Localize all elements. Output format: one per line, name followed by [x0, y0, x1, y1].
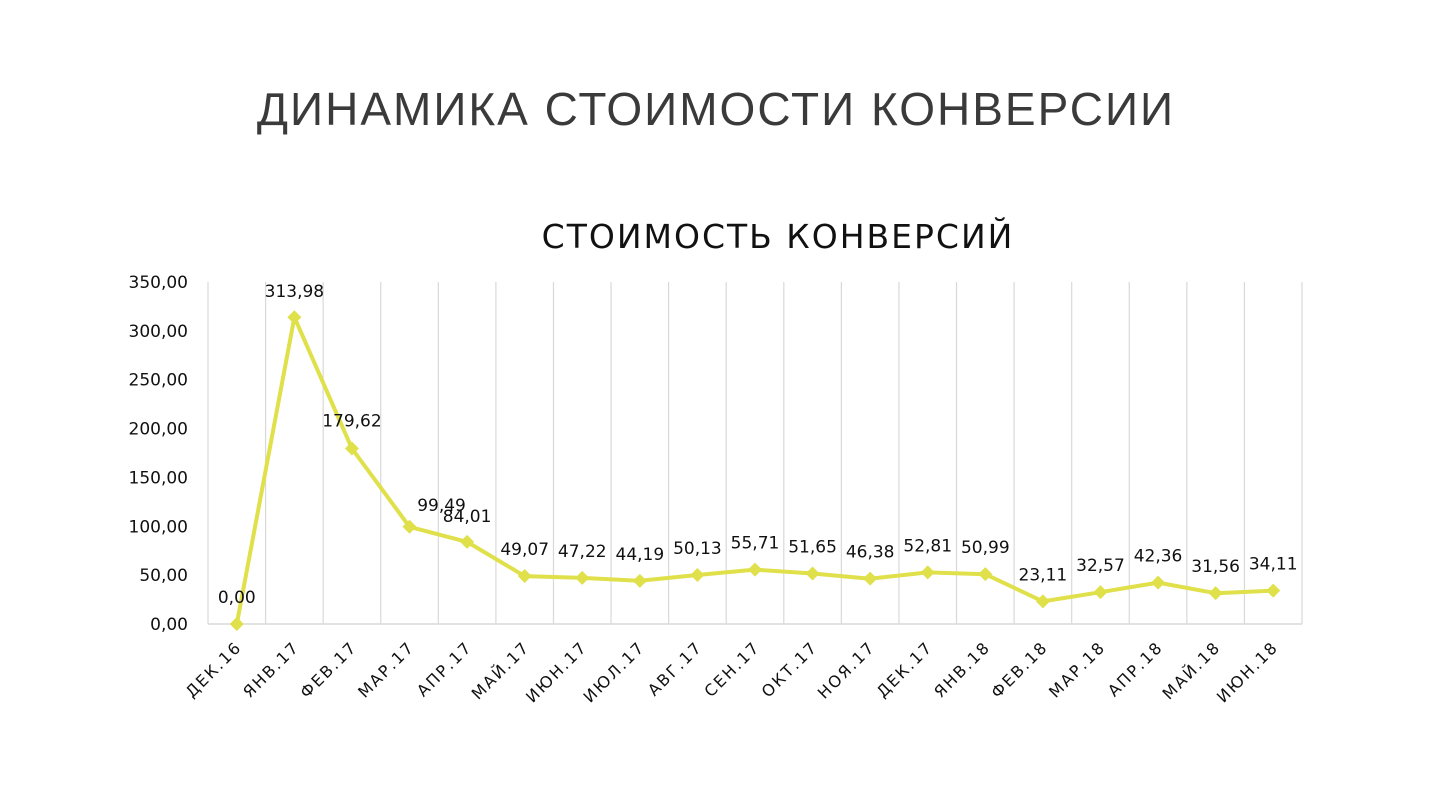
data-label: 55,71: [731, 534, 780, 554]
data-label: 52,81: [903, 536, 952, 556]
x-tick-label: НОЯ.17: [814, 637, 879, 702]
data-label: 99,49: [417, 496, 466, 516]
series-line: [234, 315, 1276, 626]
data-point-marker: [805, 566, 820, 581]
x-tick-label: АПР.17: [413, 637, 476, 700]
data-point-marker: [748, 562, 762, 577]
chart-title: СТОИМОСТЬ КОНВЕРСИЙ: [542, 216, 1015, 256]
y-tick-label: 150,00: [129, 468, 188, 488]
data-point-marker: [690, 568, 705, 583]
x-tick-label: АПР.18: [1104, 637, 1167, 700]
y-tick-label: 200,00: [129, 420, 188, 440]
y-tick-label: 300,00: [129, 322, 188, 342]
x-tick-label: ЯНВ.18: [930, 637, 994, 701]
x-tick-label: ФЕВ.17: [296, 637, 361, 702]
x-tick-label: ЯНВ.17: [239, 637, 303, 701]
data-point-marker: [978, 567, 993, 582]
data-label: 23,11: [1019, 565, 1068, 585]
series-markers: [229, 310, 1281, 631]
x-tick-label: МАР.17: [354, 637, 418, 701]
data-label: 31,56: [1191, 557, 1240, 577]
y-axis-ticks: 0,00 50,00 100,00 150,00 200,00 250,00 300,00 3…: [129, 273, 188, 635]
y-tick-label: 50,00: [139, 566, 188, 586]
data-point-marker: [344, 441, 359, 456]
data-point-marker: [402, 519, 417, 534]
x-tick-label: СЕН.17: [700, 637, 763, 700]
data-point-marker: [863, 571, 878, 586]
data-point-marker: [517, 569, 532, 584]
data-label: 46,38: [846, 543, 895, 563]
data-label: 50,13: [673, 539, 722, 559]
data-label: 50,99: [961, 538, 1010, 558]
data-label: 32,57: [1076, 556, 1125, 576]
data-point-marker: [229, 617, 244, 631]
y-tick-label: 0,00: [150, 615, 188, 635]
y-tick-label: 100,00: [129, 517, 188, 537]
data-point-marker: [1266, 583, 1281, 598]
data-point-marker: [287, 310, 302, 325]
data-label: 84,01: [443, 507, 492, 527]
data-label: 51,65: [788, 538, 837, 558]
data-point-marker: [1035, 594, 1050, 609]
x-tick-label: МАР.18: [1045, 637, 1109, 701]
data-point-marker: [575, 570, 590, 585]
data-label: 47,22: [558, 542, 607, 562]
data-point-marker: [1093, 585, 1108, 600]
data-label: 0,00: [218, 588, 256, 608]
x-tick-label: ИЮЛ.17: [580, 637, 649, 706]
x-tick-label: АВГ.17: [644, 637, 706, 699]
data-label: 34,11: [1249, 555, 1298, 575]
x-tick-label: ИЮН.18: [1213, 637, 1282, 706]
x-tick-label: ОКТ.17: [758, 637, 822, 701]
data-label: 44,19: [616, 545, 665, 565]
data-label: 42,36: [1134, 547, 1183, 567]
data-point-marker: [1208, 586, 1223, 601]
grid-lines: [207, 282, 1303, 625]
data-point-marker: [1151, 575, 1166, 590]
x-tick-label: ДЕК.17: [873, 637, 937, 701]
series-polyline: [234, 315, 1276, 626]
x-axis-ticks: ДЕК.16ЯНВ.17ФЕВ.17МАР.17АПР.17МАЙ.17ИЮН.…: [182, 637, 1282, 706]
data-label: 49,07: [500, 540, 549, 560]
x-tick-label: ДЕК.16: [182, 637, 246, 701]
y-tick-label: 250,00: [129, 371, 188, 391]
data-label: 179,62: [322, 411, 381, 431]
data-point-marker: [920, 565, 935, 580]
slide-title: ДИНАМИКА СТОИМОСТИ КОНВЕРСИИ: [256, 83, 1176, 135]
y-tick-label: 350,00: [129, 273, 188, 293]
x-tick-label: ФЕВ.18: [987, 637, 1052, 702]
data-point-marker: [632, 573, 647, 588]
data-label: 313,98: [265, 282, 324, 302]
data-point-marker: [460, 534, 475, 549]
x-tick-label: ИЮН.17: [522, 637, 591, 706]
